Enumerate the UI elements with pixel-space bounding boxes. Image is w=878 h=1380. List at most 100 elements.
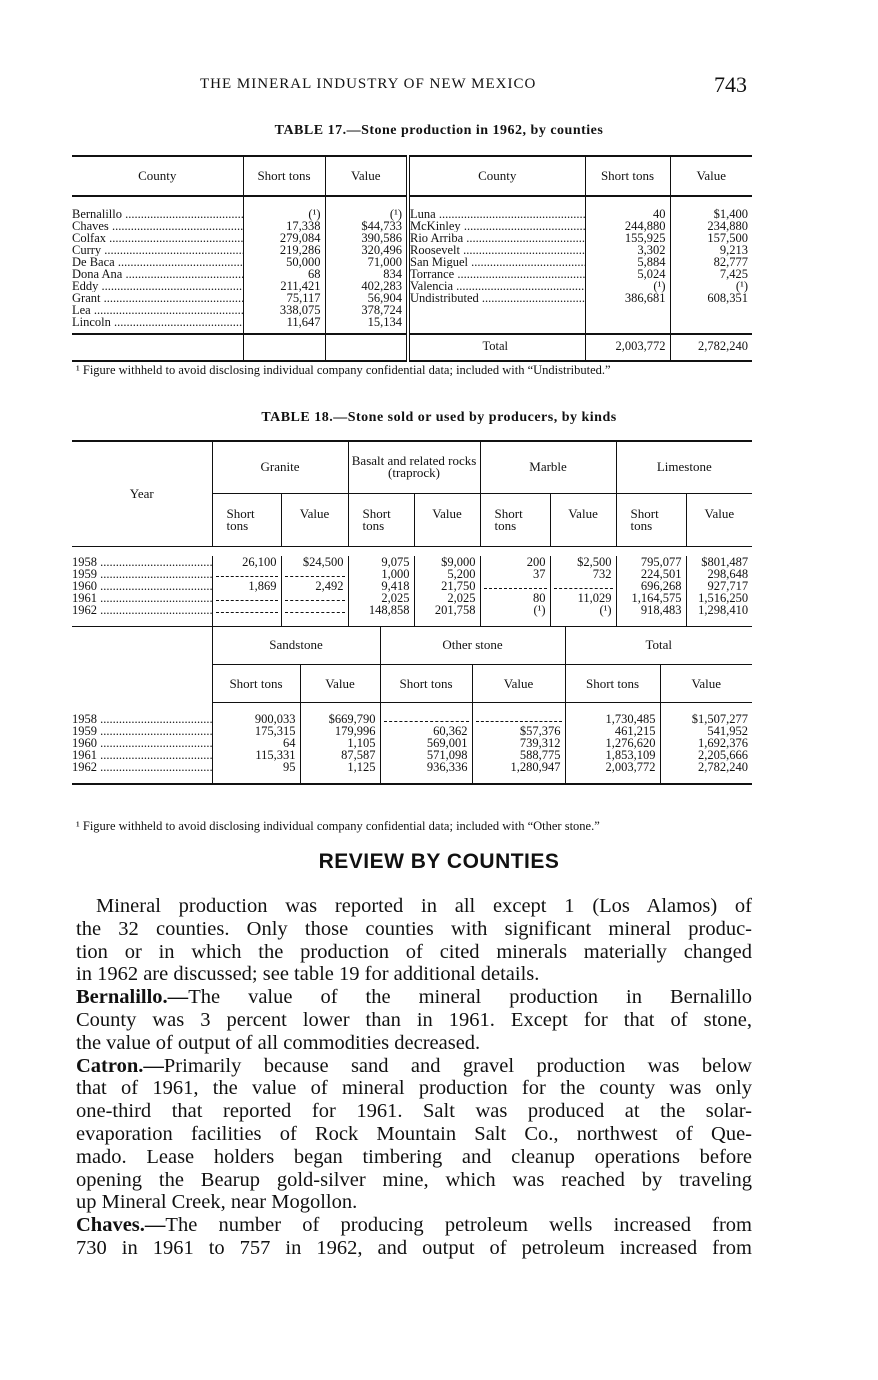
- value-cell: 320,496: [324, 244, 408, 256]
- data-cell: [211, 568, 281, 580]
- data-cell: 1,000: [347, 568, 415, 580]
- value-cell: 9,213: [669, 244, 752, 256]
- value-cell: 82,777: [669, 256, 752, 268]
- line-text: tion or in which the production of cited…: [76, 940, 752, 963]
- data-cell: 2,003,772: [564, 760, 661, 773]
- data-cell: $24,500: [280, 556, 349, 568]
- county-name: Curry: [72, 244, 243, 256]
- data-cell: 1,105: [299, 736, 381, 749]
- data-cell: 1,276,620: [564, 736, 661, 749]
- data-cell: 732: [549, 568, 617, 580]
- short-tons-header: Short tons: [347, 493, 415, 547]
- spacer-row: [72, 616, 753, 627]
- data-cell: 2,782,240: [659, 760, 753, 773]
- text-line: one-third that reported for 1961. Salt w…: [76, 1100, 752, 1123]
- line-text: 730 in 1961 to 757 in 1962, and output o…: [76, 1236, 752, 1259]
- total-row: Total 2,003,772 2,782,240: [72, 333, 752, 361]
- short-tons-cell: 244,880: [584, 220, 670, 232]
- county-name: Colfax: [72, 232, 243, 244]
- table-row: 1962951,125936,3361,280,9472,003,7722,78…: [72, 760, 753, 773]
- text-line: the 32 counties. Only those counties wit…: [76, 918, 752, 941]
- data-cell: 37: [479, 568, 551, 580]
- data-cell: 795,077: [615, 556, 687, 568]
- table18-footnote: ¹ Figure withheld to avoid disclosing in…: [76, 819, 600, 833]
- county-name: Undistributed: [406, 292, 585, 304]
- second-block: Sandstone Other stone Total Short tons Value…: [72, 626, 753, 784]
- col-header: County: [406, 156, 585, 197]
- short-tons-cell: 68: [242, 268, 325, 280]
- line-text: evaporation facilities of Rock Mountain …: [76, 1122, 752, 1145]
- data-cell: 569,001: [379, 736, 473, 749]
- data-cell: 26,100: [211, 556, 281, 568]
- data-cell: 696,268: [615, 580, 687, 592]
- table-row: Grant75,11756,904Undistributed386,681608…: [72, 292, 752, 304]
- table-row: 1958900,033$669,790 1,730,485$1,507,277: [72, 712, 753, 725]
- group-header: Basalt and related rocks (traprock): [347, 441, 481, 494]
- value-cell: 15,134: [324, 316, 408, 334]
- county-lead: Chaves.—: [76, 1214, 166, 1237]
- text-line: up Mineral Creek, near Mogollon.: [76, 1191, 752, 1214]
- data-cell: [379, 712, 473, 725]
- text-line: evaporation facilities of Rock Mountain …: [76, 1123, 752, 1146]
- total-cell: 2,003,772: [584, 333, 670, 361]
- col-header: Value: [669, 156, 752, 197]
- total-label: Total: [406, 333, 585, 361]
- section-heading: REVIEW BY COUNTIES: [318, 850, 560, 873]
- short-tons-cell: [584, 316, 670, 334]
- data-cell: [280, 568, 349, 580]
- text-line: opening the Bearup gold-silver mine, whi…: [76, 1169, 752, 1192]
- table17: County Short tons Value County Short ton…: [72, 155, 752, 362]
- short-tons-cell: 75,117: [242, 292, 325, 304]
- short-tons-header: Short tons: [379, 664, 473, 703]
- data-cell: 900,033: [211, 712, 300, 725]
- paragraph: Chaves.—The number of producing petroleu…: [76, 1214, 752, 1260]
- line-text: the 32 counties. Only those counties wit…: [76, 917, 752, 940]
- data-cell: [211, 604, 281, 616]
- subheader-row: Short tons Value Short tons Value Short tons…: [72, 664, 753, 703]
- data-cell: 9,418: [347, 580, 415, 592]
- value-cell: 608,351: [669, 292, 752, 304]
- value-cell: [669, 316, 752, 334]
- header-row: Sandstone Other stone Total: [72, 626, 753, 665]
- data-cell: 11,029: [549, 592, 617, 604]
- blank-cell: [324, 333, 408, 361]
- second-block-cell: Sandstone Other stone Total Short tons Value…: [72, 626, 753, 784]
- line-text: Primarily because sand and gravel produc…: [163, 1054, 752, 1077]
- value-cell: 378,724: [324, 304, 408, 316]
- county-name: De Baca: [72, 256, 243, 268]
- body-text: Mineral production was reported in all e…: [76, 895, 752, 1260]
- line-text: the value of output of all commodities d…: [76, 1031, 481, 1054]
- county-name: Lincoln: [72, 316, 243, 334]
- county-name: Eddy: [72, 280, 243, 292]
- data-cell: [211, 592, 281, 604]
- value-header: Value: [280, 493, 349, 547]
- table17-footnote: ¹ Figure withheld to avoid disclosing in…: [76, 363, 611, 377]
- short-tons-cell: 338,075: [242, 304, 325, 316]
- county-name: San Miguel: [406, 256, 585, 268]
- text-line: mado. Lease holders began timbering and …: [76, 1146, 752, 1169]
- text-line: in 1962 are discussed; see table 19 for …: [76, 963, 752, 986]
- county-name: Valencia: [406, 280, 585, 292]
- year-cell: 1960: [72, 580, 212, 592]
- data-cell: 9,075: [347, 556, 415, 568]
- value-cell: $44,733: [324, 220, 408, 232]
- table18-title: TABLE 18.—Stone sold or used by producer…: [261, 410, 617, 425]
- short-tons-header: Short tons: [211, 493, 281, 547]
- table-row: 1960641,105569,001739,3121,276,6201,692,…: [72, 736, 753, 749]
- value-cell: 157,500: [669, 232, 752, 244]
- data-cell: 927,717: [685, 580, 753, 592]
- data-cell: 1,298,410: [685, 604, 753, 616]
- short-tons-cell: [584, 304, 670, 316]
- value-cell: 834: [324, 268, 408, 280]
- short-tons-cell: 155,925: [584, 232, 670, 244]
- short-tons-cell: 219,286: [242, 244, 325, 256]
- value-header: Value: [413, 493, 481, 547]
- short-tons-header: Short tons: [615, 493, 687, 547]
- data-cell: $57,376: [471, 724, 566, 737]
- short-tons-cell: 17,338: [242, 220, 325, 232]
- data-cell: 918,483: [615, 604, 687, 616]
- data-cell: (¹): [479, 604, 551, 616]
